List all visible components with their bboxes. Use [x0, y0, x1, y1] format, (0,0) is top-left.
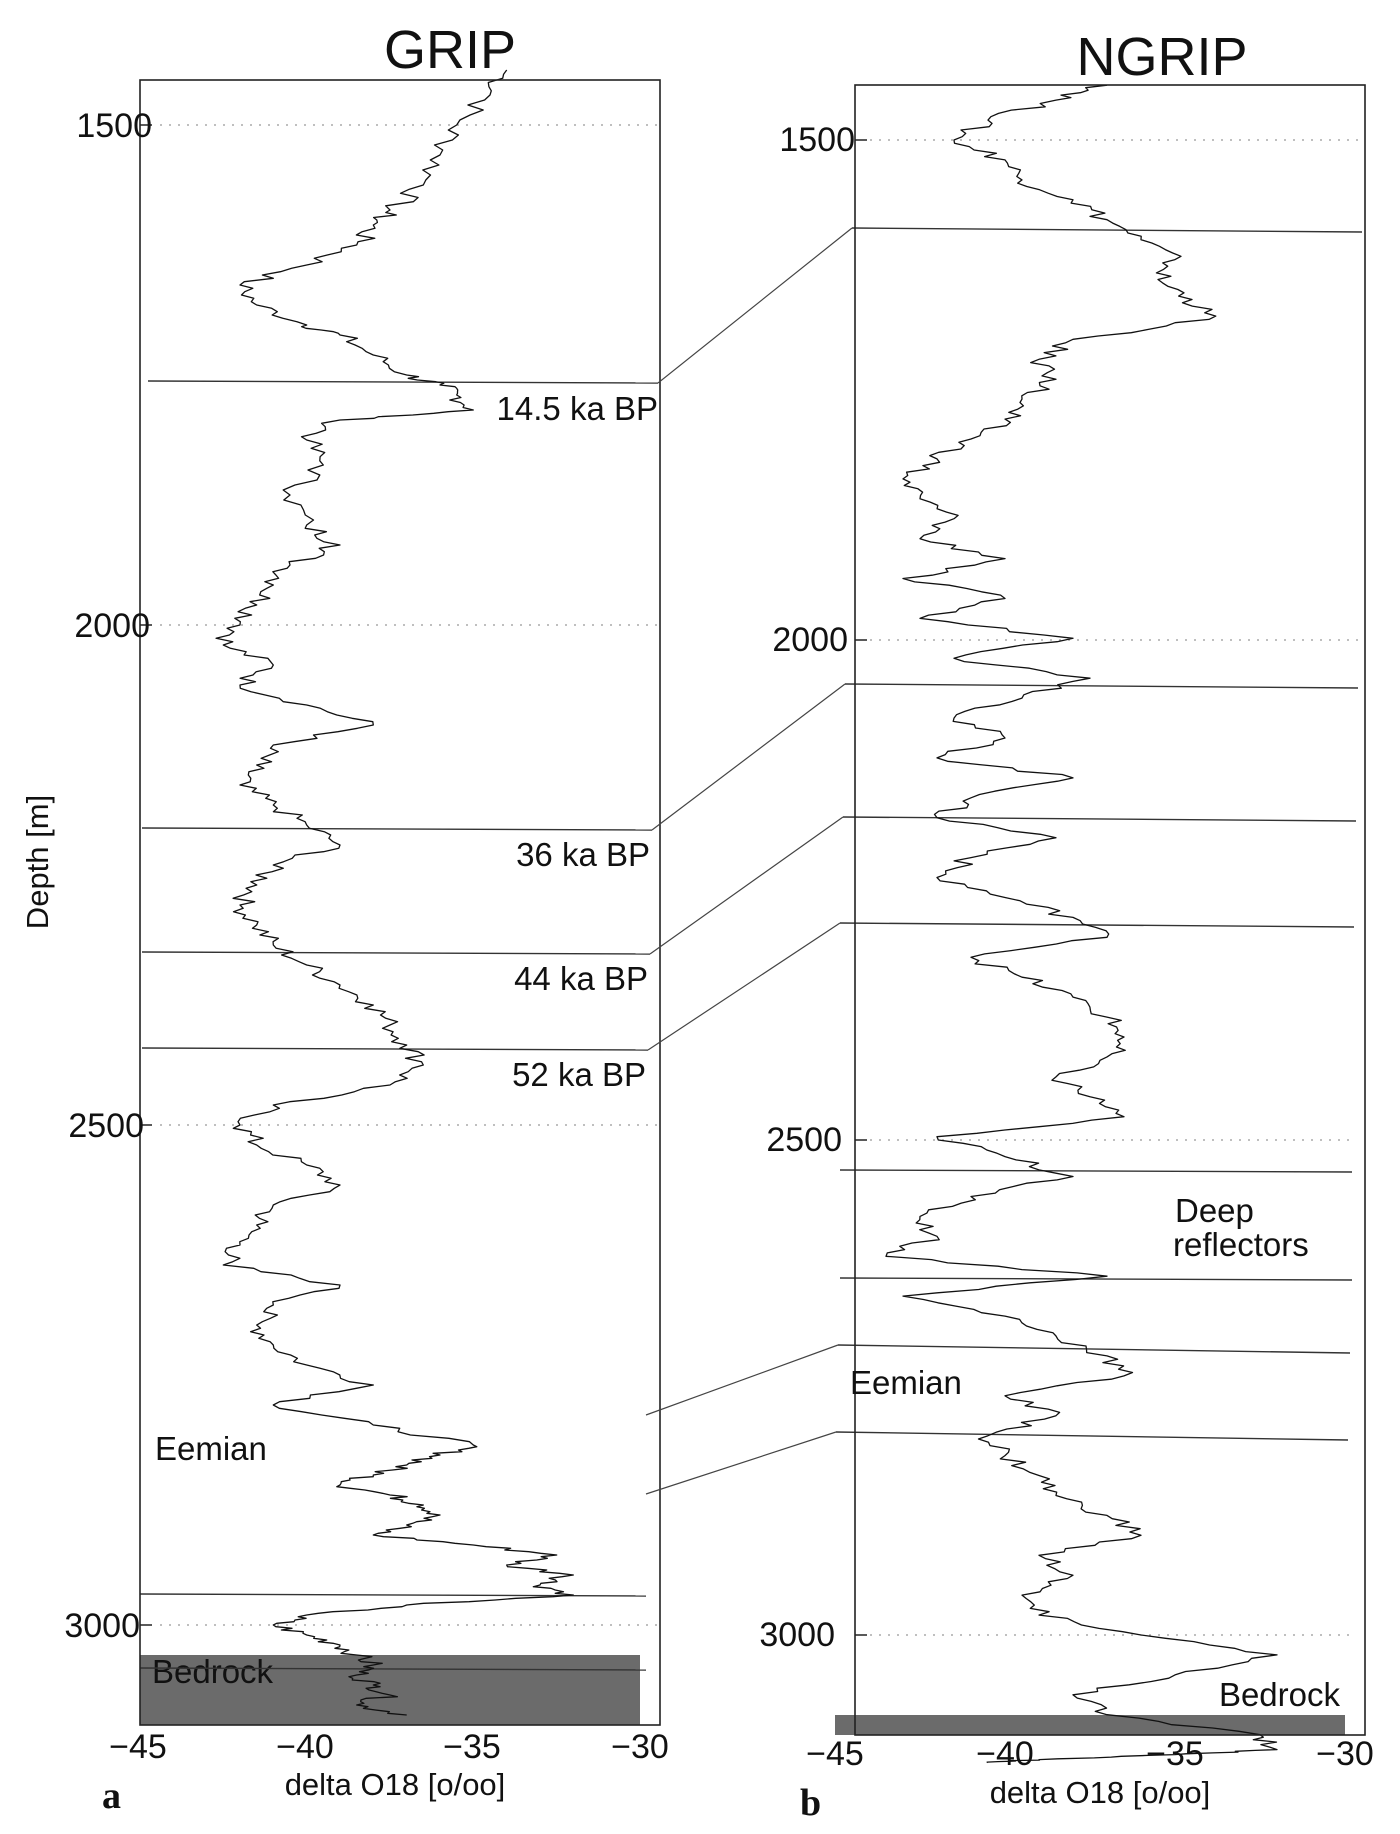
ngrip-xtick-minus35: −35 [1146, 1735, 1204, 1773]
core-correlation-connectors [645, 227, 853, 1495]
grip-ylabel: Depth [m] [20, 795, 55, 929]
ngrip-boundary-eemian-bottom [835, 1431, 1349, 1441]
ngrip-boundary-14-5ka [851, 227, 1363, 233]
connector-36ka [651, 683, 846, 831]
ngrip-label-reflectors: reflectors [1173, 1226, 1309, 1263]
ngrip-grid [870, 139, 1360, 1636]
grip-y-ticks: 1500 2000 2500 3000 [64, 107, 152, 1645]
grip-xtick-minus45: −45 [109, 1728, 167, 1766]
grip-bedrock-label: Bedrock [152, 1653, 274, 1690]
grip-boundary-36ka [141, 827, 653, 831]
ngrip-panel: NGRIP Bedrock 1500 2000 [759, 27, 1373, 1824]
ngrip-x-ticks: −45 −40 −35 −30 [806, 1735, 1374, 1773]
grip-label-eemian: Eemian [155, 1430, 267, 1467]
ngrip-xlabel: delta O18 [o/oo] [990, 1775, 1211, 1810]
ngrip-series-line [885, 84, 1278, 1764]
grip-ytick-2000: 2000 [74, 607, 150, 645]
connector-eemian-bottom [645, 1431, 837, 1495]
ngrip-boundary-eemian-top [837, 1344, 1351, 1354]
ngrip-panel-letter: b [800, 1782, 821, 1824]
ngrip-xtick-minus30: −30 [1316, 1735, 1374, 1773]
grip-panel-letter: a [102, 1775, 121, 1817]
ngrip-xtick-minus40: −40 [976, 1735, 1034, 1773]
grip-xtick-minus35: −35 [443, 1728, 501, 1766]
connector-52ka [647, 922, 841, 1051]
grip-label-14-5ka: 14.5 ka BP [497, 390, 658, 427]
grip-series-line [215, 69, 574, 1716]
ngrip-plot-frame [854, 84, 1366, 1736]
ngrip-bedrock-band [835, 1715, 1345, 1735]
grip-boundary-14-5ka [147, 380, 659, 384]
connector-14-5ka [657, 227, 853, 384]
ngrip-ytick-2500: 2500 [766, 1121, 842, 1159]
ngrip-boundary-36ka [844, 683, 1359, 689]
ngrip-boundary-44ka [842, 816, 1357, 822]
grip-boundary-eemian-bottom [139, 1667, 647, 1671]
grip-boundaries [139, 380, 659, 1671]
grip-grid [160, 124, 660, 1626]
ngrip-boundary-deep-reflectors-bottom [839, 1277, 1353, 1281]
grip-xtick-minus40: −40 [276, 1728, 334, 1766]
ngrip-y-ticks: 1500 2000 2500 3000 [759, 121, 867, 1654]
grip-ytick-1500: 1500 [76, 107, 152, 145]
grip-panel: GRIP Bedrock 1500 2000 2500 [20, 20, 669, 1817]
connector-44ka [649, 816, 844, 955]
grip-boundary-52ka [141, 1047, 649, 1051]
ngrip-title: NGRIP [1076, 27, 1247, 87]
grip-ytick-2500: 2500 [68, 1107, 144, 1145]
ngrip-boundary-deep-reflectors-top [839, 1169, 1353, 1173]
grip-xtick-minus30: −30 [611, 1728, 669, 1766]
ngrip-event-labels: Eemian Deep reflectors [850, 1192, 1309, 1401]
grip-event-labels: 14.5 ka BP 36 ka BP 44 ka BP 52 ka BP Ee… [155, 390, 658, 1467]
connector-eemian-top [645, 1344, 839, 1416]
grip-xlabel: delta O18 [o/oo] [285, 1767, 506, 1802]
ngrip-ytick-2000: 2000 [772, 621, 848, 659]
grip-label-52ka: 52 ka BP [512, 1056, 646, 1093]
grip-title: GRIP [384, 20, 516, 80]
ngrip-boundaries [835, 227, 1363, 1441]
ngrip-label-deep: Deep [1175, 1192, 1254, 1229]
ngrip-boundary-52ka [839, 922, 1355, 928]
grip-ytick-3000: 3000 [64, 1607, 140, 1645]
ngrip-bedrock-label: Bedrock [1219, 1676, 1341, 1713]
ngrip-xtick-minus45: −45 [806, 1735, 864, 1773]
grip-plot-frame [139, 79, 661, 1726]
ngrip-label-eemian: Eemian [850, 1364, 962, 1401]
grip-label-44ka: 44 ka BP [514, 960, 648, 997]
ngrip-ytick-3000: 3000 [759, 1616, 835, 1654]
grip-x-ticks: −45 −40 −35 −30 [109, 1728, 669, 1766]
grip-boundary-44ka [141, 951, 651, 955]
grip-label-36ka: 36 ka BP [516, 836, 650, 873]
ngrip-ytick-1500: 1500 [779, 121, 855, 159]
